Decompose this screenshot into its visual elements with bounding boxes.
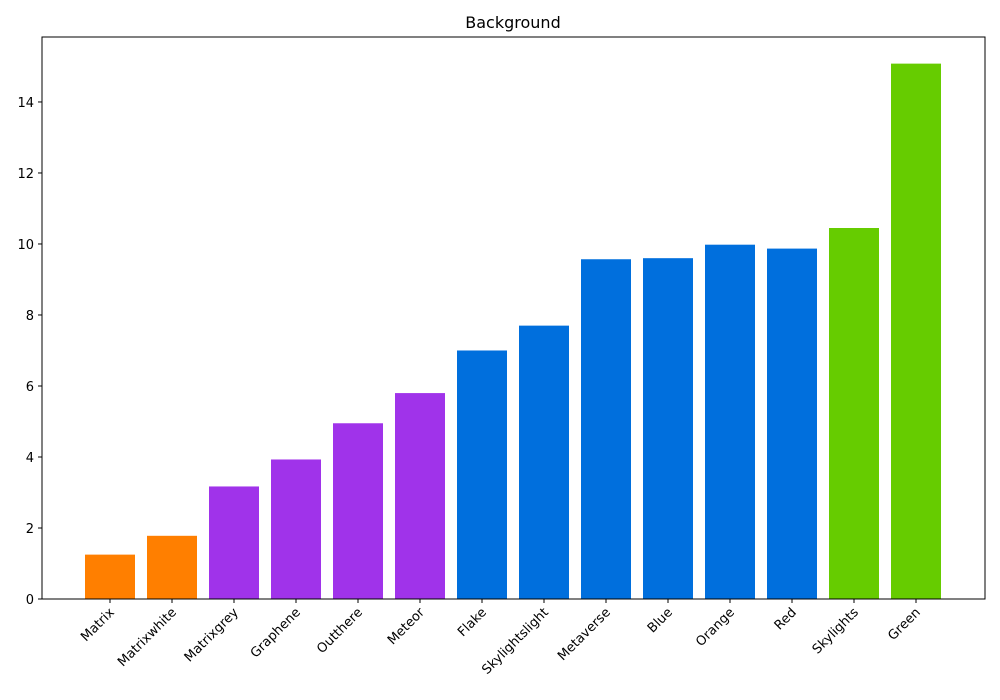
x-tick-label: Skylightslight <box>479 605 551 677</box>
bar-green <box>891 63 941 600</box>
bar-matrixgrey <box>209 486 259 599</box>
x-tick-label: Metaverse <box>555 605 614 664</box>
x-tick-label: Meteor <box>385 605 428 648</box>
plot-frame <box>41 36 986 600</box>
x-tick-label: Matrix <box>78 605 118 645</box>
x-tick-label: Matrixgrey <box>182 605 242 665</box>
bar-matrixwhite <box>147 535 197 599</box>
x-tick-label: Outthere <box>314 605 366 657</box>
chart-title: Background <box>465 13 560 32</box>
y-tick-label: 14 <box>17 96 34 111</box>
bar-flake <box>457 350 507 599</box>
x-tick-label: Skylights <box>810 605 862 657</box>
x-tick-label: Matrixwhite <box>115 605 180 670</box>
x-tick-label: Blue <box>645 605 676 636</box>
y-tick-label: 12 <box>17 167 34 182</box>
bar-skylightslight <box>519 325 569 599</box>
x-tick-label: Graphene <box>248 605 304 661</box>
bar-matrix <box>85 554 135 599</box>
bar-blue <box>643 258 693 599</box>
y-tick-label: 10 <box>17 238 34 253</box>
x-tick-label: Orange <box>693 605 738 650</box>
bar-outthere <box>333 423 383 599</box>
y-axis: 0 2 4 6 8 10 12 14 <box>17 96 42 608</box>
x-tick-label: Flake <box>455 605 490 640</box>
bar-red <box>767 248 817 599</box>
bar-metaverse <box>581 259 631 599</box>
bar-meteor <box>395 393 445 599</box>
bar-graphene <box>271 459 321 599</box>
x-tick-label: Green <box>885 605 923 643</box>
y-tick-label: 8 <box>26 309 34 324</box>
bar-skylights <box>829 228 879 599</box>
y-tick-label: 6 <box>26 380 34 395</box>
bar-orange <box>705 244 755 599</box>
x-tick-label: Red <box>772 605 800 633</box>
bars-group <box>85 63 941 600</box>
y-tick-label: 0 <box>26 593 34 608</box>
y-tick-label: 2 <box>26 522 34 537</box>
y-tick-label: 4 <box>26 451 34 466</box>
